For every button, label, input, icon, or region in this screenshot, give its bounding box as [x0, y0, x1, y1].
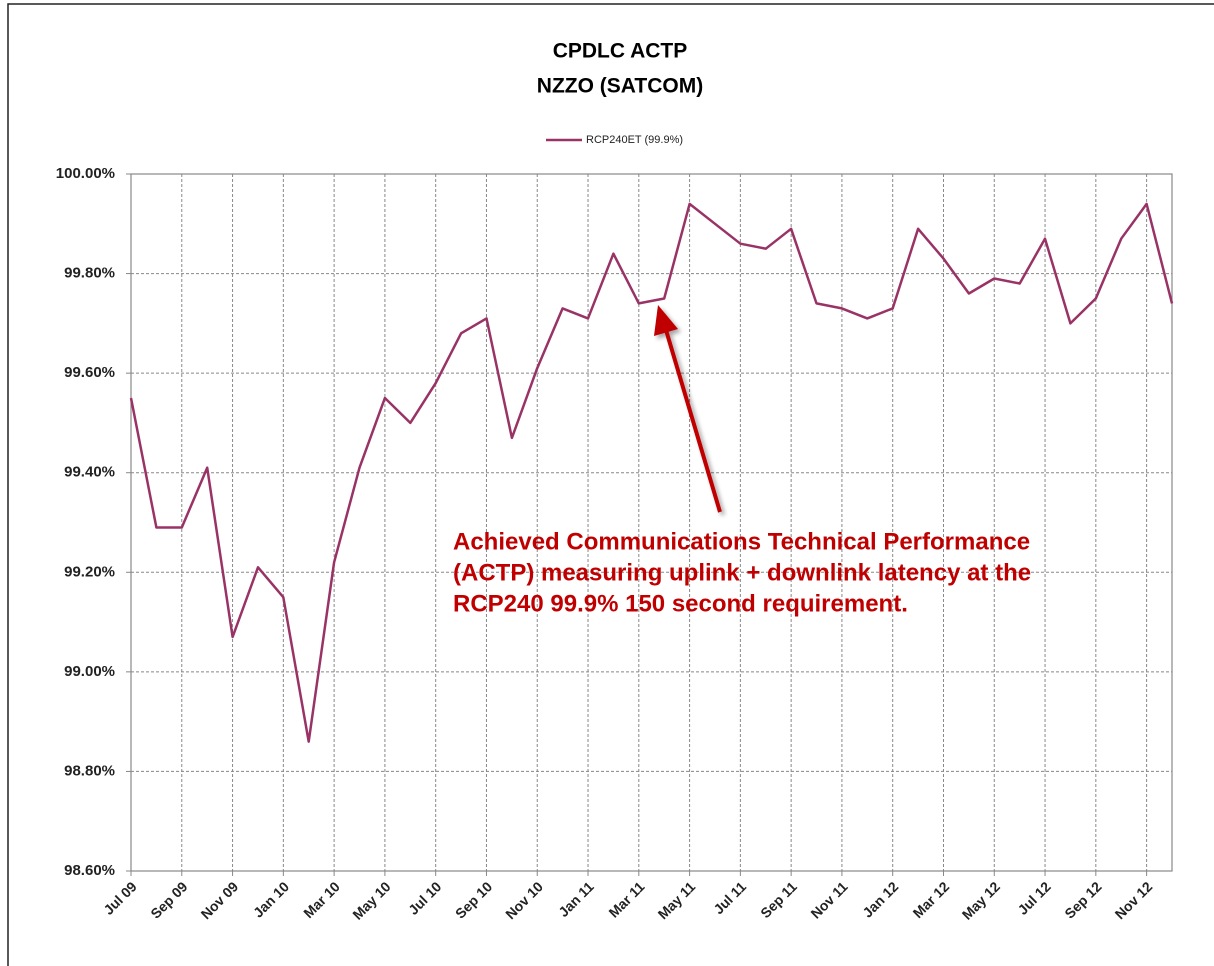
y-tick-label: 99.20%: [64, 563, 115, 580]
y-tick-label: 99.00%: [64, 663, 115, 680]
chart-title: CPDLC ACTP: [553, 40, 688, 63]
annotation-line: (ACTP) measuring uplink + downlink laten…: [453, 559, 1031, 586]
y-tick-label: 99.80%: [64, 265, 115, 282]
y-tick-label: 99.60%: [64, 364, 115, 381]
y-tick-label: 100.00%: [56, 165, 115, 182]
annotation-line: Achieved Communications Technical Perfor…: [453, 528, 1030, 555]
y-tick-label: 99.40%: [64, 464, 115, 481]
y-tick-label: 98.60%: [64, 862, 115, 879]
annotation-line: RCP240 99.9% 150 second requirement.: [453, 590, 908, 617]
chart-subtitle: NZZO (SATCOM): [537, 75, 703, 98]
legend-label: RCP240ET (99.9%): [586, 134, 683, 146]
annotation-arrow: [654, 305, 722, 513]
y-tick-label: 98.80%: [64, 762, 115, 779]
chart-frame: [7, 3, 1214, 966]
plot-border: [130, 173, 1173, 872]
series-line: [129, 202, 1174, 743]
annotation: Achieved Communications Technical Perfor…: [453, 528, 1031, 617]
